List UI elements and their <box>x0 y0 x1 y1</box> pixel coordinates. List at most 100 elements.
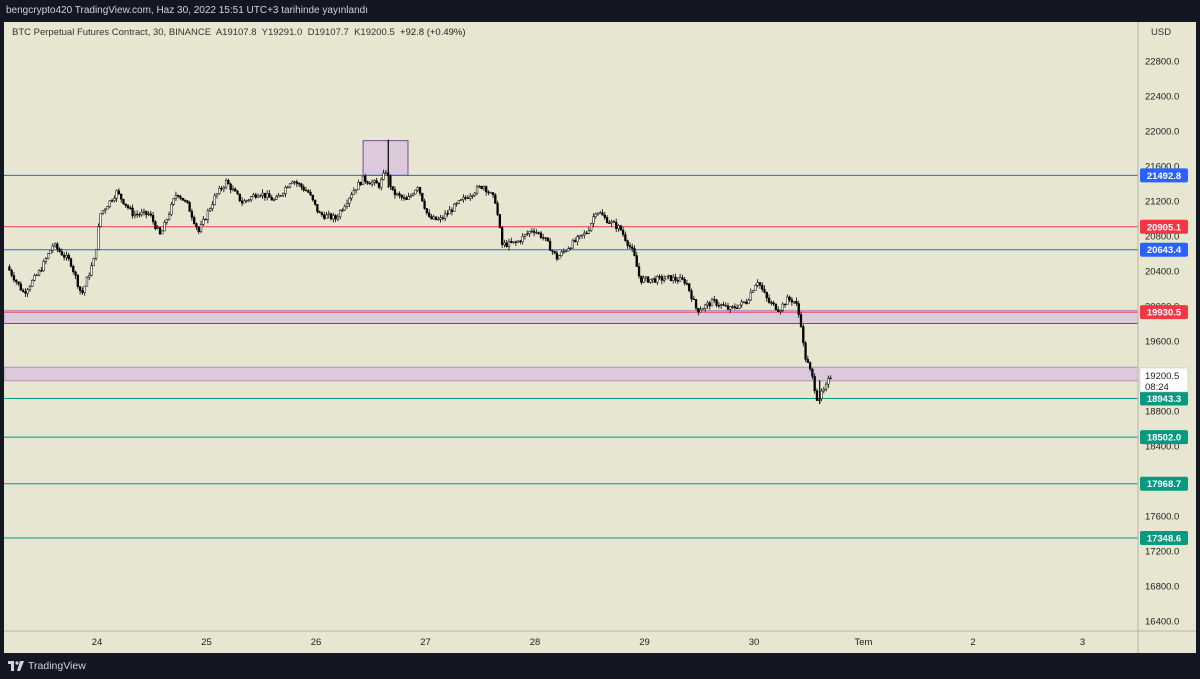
price-label-text: 20905.1 <box>1147 222 1182 233</box>
candle <box>247 198 251 203</box>
candle <box>441 215 444 221</box>
candle <box>291 180 294 185</box>
candle <box>674 273 677 284</box>
candle <box>286 185 289 189</box>
candle <box>742 301 746 304</box>
candle <box>158 226 162 235</box>
candle <box>336 213 340 222</box>
candle <box>772 300 775 306</box>
candle <box>304 186 308 192</box>
candle <box>514 240 517 246</box>
candle <box>473 191 476 197</box>
candle <box>747 298 750 305</box>
candle <box>414 189 417 195</box>
candle <box>576 234 579 246</box>
y-tick-label: 20400.0 <box>1145 267 1179 278</box>
candle <box>222 185 225 193</box>
candle <box>133 210 137 219</box>
candle <box>555 250 559 262</box>
candle <box>530 228 533 234</box>
candle <box>19 281 22 291</box>
candle <box>797 300 800 318</box>
candle <box>722 301 725 306</box>
candle <box>532 227 536 237</box>
legend-open: A19107.8 <box>215 27 257 38</box>
candle <box>443 210 447 222</box>
candle <box>58 247 61 253</box>
candle <box>448 206 451 215</box>
candle <box>619 224 622 231</box>
candle <box>574 237 577 243</box>
candlestick-chart[interactable]: 22800.0 22400.0 22000.0 21600.0 21200.0 20800… <box>4 22 1196 653</box>
x-tick-label: 25 <box>201 637 212 648</box>
candle <box>88 272 91 280</box>
candle <box>720 303 723 309</box>
tradingview-brand-text: TradingView <box>28 660 86 672</box>
chart-legend: BTC Perpetual Futures Contract, 30, BINA… <box>12 27 466 38</box>
candle <box>610 219 613 227</box>
candle <box>592 213 595 228</box>
candle <box>793 300 796 305</box>
legend-close: K19200.5 <box>354 27 395 38</box>
candle <box>348 197 351 208</box>
candle <box>777 306 780 313</box>
candle <box>341 208 344 213</box>
price-label-box <box>1140 391 1188 406</box>
candle <box>83 285 86 296</box>
candle <box>104 207 107 214</box>
candle <box>81 287 84 295</box>
candle <box>708 300 711 310</box>
candle <box>767 294 771 304</box>
candle <box>373 179 376 186</box>
candle <box>302 184 305 192</box>
candle <box>377 181 381 190</box>
candle <box>345 199 349 209</box>
candle <box>637 262 641 279</box>
candle <box>115 189 118 202</box>
candle <box>21 288 25 293</box>
candle <box>640 275 643 285</box>
price-label-box <box>1140 168 1188 183</box>
candle <box>806 355 809 363</box>
candle <box>667 274 670 280</box>
candle <box>601 209 604 216</box>
candle <box>99 213 102 228</box>
candle <box>617 224 620 232</box>
candle <box>482 185 486 192</box>
candle <box>97 223 100 251</box>
candle <box>12 272 16 283</box>
candle <box>53 242 57 248</box>
candle <box>270 194 273 201</box>
candle <box>211 200 214 212</box>
candle <box>76 273 79 289</box>
candle <box>339 209 342 220</box>
candle <box>224 178 228 190</box>
candle <box>455 202 458 207</box>
candle <box>124 203 127 208</box>
legend-high: Y19291.0 <box>261 27 303 38</box>
candle <box>261 189 264 199</box>
y-tick-label: 18800.0 <box>1145 407 1179 418</box>
candle <box>126 204 130 210</box>
candle <box>186 200 189 204</box>
chart-area[interactable]: 22800.0 22400.0 22000.0 21600.0 21200.0 20800… <box>4 22 1196 653</box>
price-label-text: 21492.8 <box>1147 171 1181 182</box>
candle <box>647 276 650 283</box>
candle <box>562 248 565 255</box>
candle <box>735 304 739 310</box>
candle <box>731 304 734 309</box>
tradingview-logo[interactable]: TradingView <box>8 659 86 673</box>
price-label-text: 18943.3 <box>1147 394 1181 405</box>
candle <box>537 231 540 235</box>
candle <box>213 193 216 206</box>
candle <box>526 230 529 237</box>
price-label-box <box>1140 305 1188 320</box>
candle <box>548 238 552 251</box>
price-lines-layer <box>4 174 1138 539</box>
candle <box>421 192 424 202</box>
candle <box>551 249 554 255</box>
publish-header: bengcrypto420 TradingView.com, Haz 30, 2… <box>0 0 1200 22</box>
candle <box>313 199 317 206</box>
legend-symbol: BTC Perpetual Futures Contract, 30, BINA… <box>12 27 212 38</box>
candle <box>156 224 159 230</box>
